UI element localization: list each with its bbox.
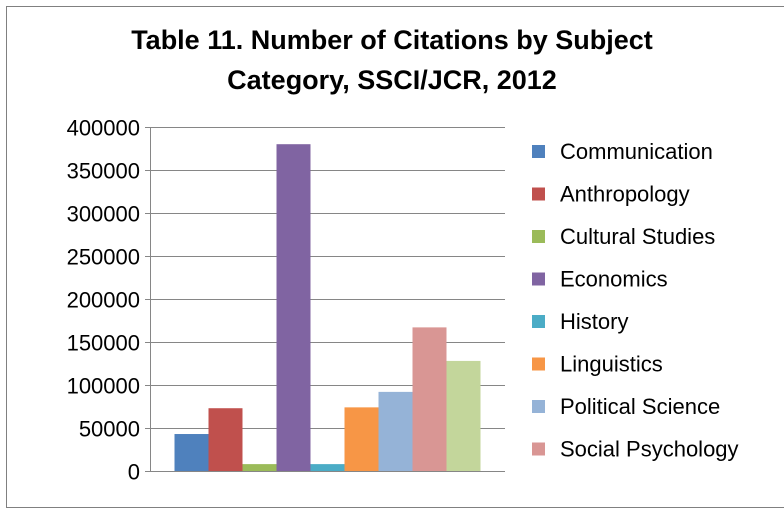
legend-label: Economics bbox=[560, 267, 668, 292]
legend-swatch bbox=[532, 145, 545, 158]
legend-swatch bbox=[532, 357, 545, 371]
legend-label: Linguistics bbox=[560, 352, 663, 377]
y-tick-label: 350000 bbox=[67, 159, 140, 184]
y-tick-label: 300000 bbox=[67, 202, 140, 227]
legend-label: Anthropology bbox=[560, 182, 690, 207]
bar-unlabeled bbox=[446, 360, 481, 471]
legend-swatch bbox=[532, 400, 545, 413]
legend-label: Cultural Studies bbox=[560, 224, 715, 249]
bar-social-psychology bbox=[412, 327, 447, 471]
bar-communication bbox=[174, 434, 209, 471]
bar-political-science bbox=[378, 391, 413, 471]
y-tick-label: 400000 bbox=[67, 116, 140, 141]
y-tick-label: 100000 bbox=[67, 374, 140, 399]
y-tick-label: 200000 bbox=[67, 288, 140, 313]
bar-cultural-studies bbox=[242, 464, 277, 471]
legend-swatch bbox=[532, 442, 545, 456]
legend-label: History bbox=[560, 309, 628, 334]
legend-label: Social Psychology bbox=[560, 437, 739, 462]
bar-linguistics bbox=[344, 407, 379, 471]
y-tick-label: 0 bbox=[128, 460, 140, 485]
bar-chart: 0 50000 100000 150000 200000 250000 300000 3500… bbox=[67, 116, 739, 485]
legend-label: Political Science bbox=[560, 394, 720, 419]
bars bbox=[174, 144, 481, 471]
y-tick-label: 50000 bbox=[79, 417, 140, 442]
legend-swatch bbox=[532, 315, 545, 328]
bar-economics bbox=[276, 144, 311, 471]
bar-history bbox=[310, 464, 345, 471]
y-tick-label: 250000 bbox=[67, 245, 140, 270]
bar-anthropology bbox=[208, 408, 243, 471]
chart-title: Table 11. Number of Citations by Subject… bbox=[0, 20, 784, 100]
y-tick-label: 150000 bbox=[67, 331, 140, 356]
y-axis: 0 50000 100000 150000 200000 250000 300000 3500… bbox=[67, 116, 505, 485]
legend-label: Communication bbox=[560, 139, 713, 164]
chart-title-line-1: Table 11. Number of Citations by Subject bbox=[131, 25, 653, 55]
legend-swatch bbox=[532, 272, 545, 286]
legend-swatch bbox=[532, 230, 545, 243]
legend: Communication Anthropology Cultural Studie… bbox=[532, 139, 739, 462]
legend-swatch bbox=[532, 187, 545, 201]
chart-title-line-2: Category, SSCI/JCR, 2012 bbox=[227, 65, 557, 95]
